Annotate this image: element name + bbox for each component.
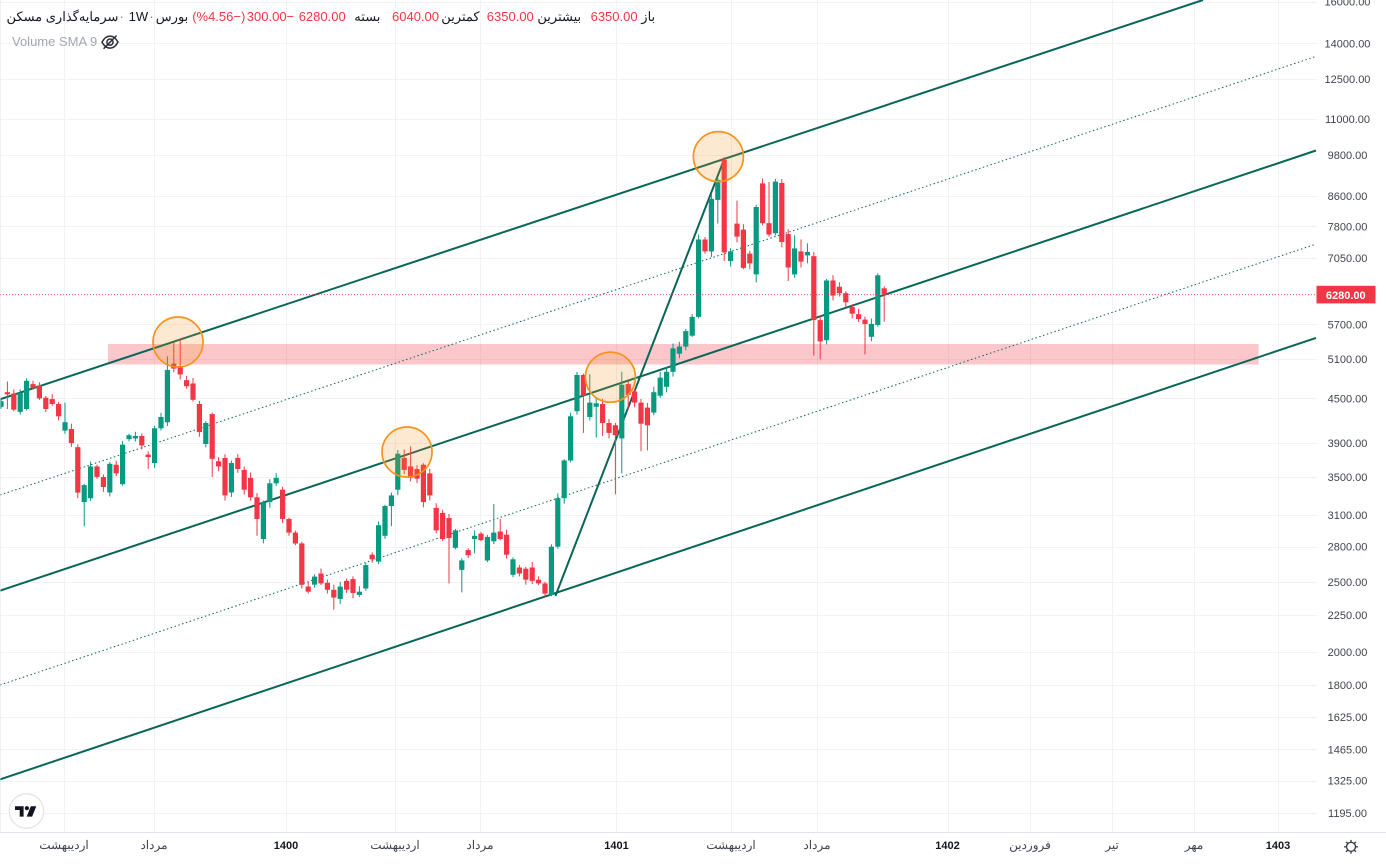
- svg-text:مهر: مهر: [1184, 838, 1204, 852]
- svg-text:4500.00: 4500.00: [1328, 393, 1368, 405]
- svg-text:اردیبهشت: اردیبهشت: [39, 838, 88, 852]
- svg-text:7050.00: 7050.00: [1328, 253, 1368, 265]
- svg-text:2000.00: 2000.00: [1328, 647, 1368, 659]
- svg-text:1W: 1W: [129, 9, 149, 24]
- svg-text:11000.00: 11000.00: [1325, 114, 1370, 126]
- svg-text:3100.00: 3100.00: [1328, 510, 1368, 522]
- svg-text:5700.00: 5700.00: [1328, 320, 1368, 332]
- svg-text:بورس: بورس: [156, 9, 188, 25]
- svg-text:300.00−: 300.00−: [247, 9, 294, 24]
- svg-text:7800.00: 7800.00: [1328, 221, 1368, 233]
- svg-text:6350.00: 6350.00: [487, 9, 534, 24]
- svg-text:1325.00: 1325.00: [1328, 776, 1368, 788]
- svg-text:Volume SMA 9: Volume SMA 9: [12, 34, 97, 49]
- svg-text:14000.00: 14000.00: [1325, 39, 1371, 51]
- svg-text:اردیبهشت: اردیبهشت: [706, 838, 755, 852]
- svg-text:12500.00: 12500.00: [1325, 74, 1371, 86]
- svg-text:·: ·: [120, 9, 124, 24]
- svg-text:تیر: تیر: [1104, 838, 1119, 852]
- svg-text:1465.00: 1465.00: [1328, 744, 1368, 756]
- svg-text:6040.00: 6040.00: [392, 9, 439, 24]
- svg-text:2800.00: 2800.00: [1328, 542, 1368, 554]
- svg-text:باز: باز: [640, 9, 655, 25]
- svg-text:1403: 1403: [1266, 840, 1290, 852]
- svg-text:6350.00: 6350.00: [591, 9, 638, 24]
- svg-text:1800.00: 1800.00: [1328, 680, 1368, 692]
- svg-text:کمترین: کمترین: [441, 9, 480, 25]
- svg-text:فروردین: فروردین: [1009, 838, 1051, 852]
- svg-text:(%4.56−): (%4.56−): [192, 9, 245, 24]
- svg-text:3900.00: 3900.00: [1328, 438, 1368, 450]
- svg-text:16000.00: 16000.00: [1325, 0, 1371, 9]
- svg-text:9800.00: 9800.00: [1328, 150, 1368, 162]
- svg-text:1625.00: 1625.00: [1328, 712, 1368, 724]
- svg-text:بسته: بسته: [354, 9, 380, 24]
- svg-text:سرمایه‌گذاری مسکن: سرمایه‌گذاری مسکن: [7, 9, 119, 25]
- svg-text:2500.00: 2500.00: [1328, 577, 1368, 589]
- svg-text:مرداد: مرداد: [466, 838, 493, 852]
- svg-text:1401: 1401: [604, 840, 628, 852]
- svg-text:6280.00: 6280.00: [299, 9, 346, 24]
- svg-text:2250.00: 2250.00: [1328, 610, 1368, 622]
- svg-text:1402: 1402: [935, 840, 959, 852]
- svg-text:·: ·: [149, 9, 153, 24]
- svg-text:مرداد: مرداد: [803, 838, 830, 852]
- svg-text:اردیبهشت: اردیبهشت: [370, 838, 419, 852]
- svg-text:1400: 1400: [274, 840, 298, 852]
- svg-text:8600.00: 8600.00: [1328, 191, 1368, 203]
- svg-text:مرداد: مرداد: [140, 838, 167, 852]
- svg-text:بیشترین: بیشترین: [537, 9, 581, 25]
- svg-text:5100.00: 5100.00: [1328, 354, 1368, 366]
- svg-text:6280.00: 6280.00: [1326, 290, 1366, 302]
- svg-text:1195.00: 1195.00: [1328, 808, 1367, 820]
- svg-text:3500.00: 3500.00: [1328, 472, 1368, 484]
